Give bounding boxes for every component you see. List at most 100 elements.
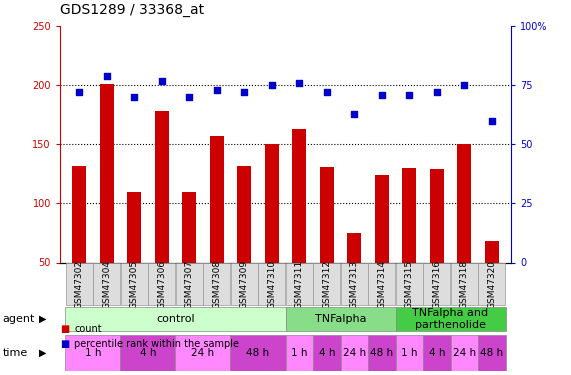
Bar bbox=[100, 84, 114, 262]
Bar bbox=[375, 175, 389, 262]
Point bbox=[157, 78, 166, 84]
Text: 24 h: 24 h bbox=[191, 348, 215, 358]
FancyBboxPatch shape bbox=[368, 263, 395, 305]
FancyBboxPatch shape bbox=[258, 263, 286, 305]
FancyBboxPatch shape bbox=[313, 263, 340, 305]
FancyBboxPatch shape bbox=[231, 263, 258, 305]
FancyBboxPatch shape bbox=[396, 263, 423, 305]
FancyBboxPatch shape bbox=[286, 307, 396, 332]
Text: 1 h: 1 h bbox=[85, 348, 101, 358]
Text: GSM47309: GSM47309 bbox=[240, 260, 249, 309]
Text: GSM47313: GSM47313 bbox=[350, 260, 359, 309]
Text: GSM47310: GSM47310 bbox=[267, 260, 276, 309]
FancyBboxPatch shape bbox=[286, 263, 313, 305]
Text: GDS1289 / 33368_at: GDS1289 / 33368_at bbox=[60, 3, 204, 17]
Text: count: count bbox=[74, 324, 102, 334]
FancyBboxPatch shape bbox=[423, 335, 451, 370]
Text: 4 h: 4 h bbox=[319, 348, 335, 358]
Text: GSM47314: GSM47314 bbox=[377, 260, 386, 309]
Bar bbox=[457, 144, 471, 262]
FancyBboxPatch shape bbox=[368, 335, 396, 370]
Text: GSM47302: GSM47302 bbox=[75, 260, 84, 309]
Point bbox=[487, 118, 496, 124]
Text: 48 h: 48 h bbox=[370, 348, 393, 358]
Text: ■: ■ bbox=[60, 324, 69, 334]
FancyBboxPatch shape bbox=[313, 335, 340, 370]
FancyBboxPatch shape bbox=[396, 307, 505, 332]
FancyBboxPatch shape bbox=[231, 335, 286, 370]
FancyBboxPatch shape bbox=[120, 335, 175, 370]
Text: 48 h: 48 h bbox=[480, 348, 504, 358]
FancyBboxPatch shape bbox=[176, 263, 203, 305]
Text: ▶: ▶ bbox=[39, 314, 46, 324]
Text: GSM47308: GSM47308 bbox=[212, 260, 221, 309]
Text: GSM47306: GSM47306 bbox=[157, 260, 166, 309]
Point bbox=[377, 92, 387, 98]
Text: agent: agent bbox=[3, 314, 35, 324]
Text: GSM47318: GSM47318 bbox=[460, 260, 469, 309]
Point bbox=[349, 111, 359, 117]
FancyBboxPatch shape bbox=[66, 335, 120, 370]
FancyBboxPatch shape bbox=[120, 263, 148, 305]
FancyBboxPatch shape bbox=[478, 263, 505, 305]
Bar bbox=[403, 168, 416, 262]
Text: ■: ■ bbox=[60, 339, 69, 349]
FancyBboxPatch shape bbox=[478, 335, 505, 370]
Bar bbox=[127, 192, 141, 262]
FancyBboxPatch shape bbox=[148, 263, 175, 305]
Text: TNFalpha: TNFalpha bbox=[315, 314, 366, 324]
Point bbox=[432, 89, 441, 95]
FancyBboxPatch shape bbox=[423, 263, 451, 305]
Text: ▶: ▶ bbox=[39, 348, 46, 358]
Text: GSM47311: GSM47311 bbox=[295, 260, 304, 309]
Bar bbox=[238, 166, 251, 262]
Bar bbox=[182, 192, 196, 262]
Text: 4 h: 4 h bbox=[140, 348, 156, 358]
Text: time: time bbox=[3, 348, 28, 358]
Text: GSM47315: GSM47315 bbox=[405, 260, 414, 309]
Text: 1 h: 1 h bbox=[291, 348, 308, 358]
FancyBboxPatch shape bbox=[286, 335, 313, 370]
Point bbox=[102, 73, 111, 79]
Bar bbox=[210, 136, 224, 262]
Text: 48 h: 48 h bbox=[247, 348, 270, 358]
Bar bbox=[430, 169, 444, 262]
Point bbox=[75, 89, 84, 95]
Text: GSM47320: GSM47320 bbox=[487, 260, 496, 309]
FancyBboxPatch shape bbox=[340, 335, 368, 370]
FancyBboxPatch shape bbox=[66, 307, 286, 332]
Point bbox=[184, 94, 194, 100]
FancyBboxPatch shape bbox=[451, 335, 478, 370]
Text: GSM47312: GSM47312 bbox=[322, 260, 331, 309]
Point bbox=[405, 92, 414, 98]
Text: GSM47304: GSM47304 bbox=[102, 260, 111, 309]
FancyBboxPatch shape bbox=[396, 335, 423, 370]
Text: GSM47316: GSM47316 bbox=[432, 260, 441, 309]
Text: 1 h: 1 h bbox=[401, 348, 417, 358]
Text: 4 h: 4 h bbox=[428, 348, 445, 358]
Text: TNFalpha and
parthenolide: TNFalpha and parthenolide bbox=[412, 308, 489, 330]
FancyBboxPatch shape bbox=[175, 335, 231, 370]
Bar bbox=[485, 241, 498, 262]
Point bbox=[267, 82, 276, 88]
Point bbox=[240, 89, 249, 95]
Bar bbox=[320, 167, 333, 262]
Text: GSM47305: GSM47305 bbox=[130, 260, 139, 309]
Bar bbox=[155, 111, 168, 262]
Point bbox=[322, 89, 331, 95]
FancyBboxPatch shape bbox=[341, 263, 368, 305]
Point bbox=[295, 80, 304, 86]
FancyBboxPatch shape bbox=[66, 263, 93, 305]
Bar bbox=[265, 144, 279, 262]
Text: 24 h: 24 h bbox=[343, 348, 366, 358]
Text: percentile rank within the sample: percentile rank within the sample bbox=[74, 339, 239, 349]
Bar bbox=[292, 129, 306, 262]
FancyBboxPatch shape bbox=[451, 263, 478, 305]
FancyBboxPatch shape bbox=[93, 263, 120, 305]
Point bbox=[130, 94, 139, 100]
Text: control: control bbox=[156, 314, 195, 324]
Point bbox=[212, 87, 222, 93]
Text: GSM47307: GSM47307 bbox=[185, 260, 194, 309]
Text: 24 h: 24 h bbox=[453, 348, 476, 358]
Bar bbox=[347, 233, 361, 262]
